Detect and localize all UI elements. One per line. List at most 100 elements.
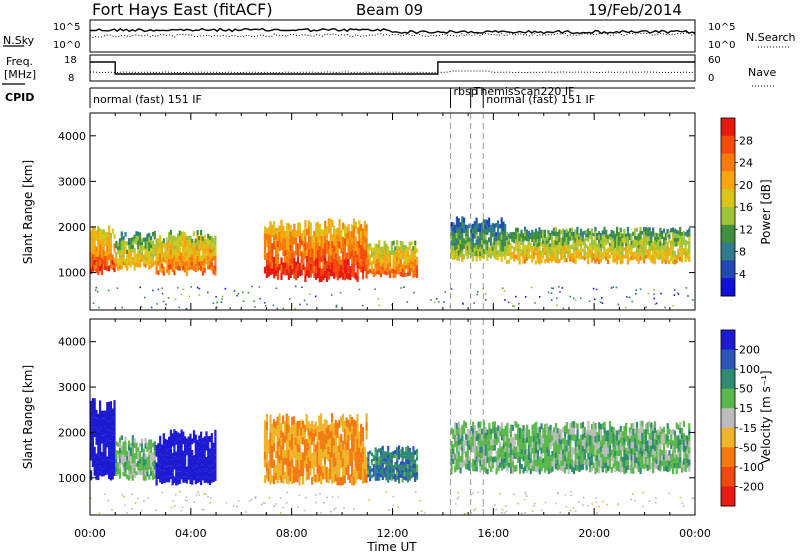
velocity-cell — [662, 438, 666, 444]
power-cell — [477, 223, 480, 228]
velocity-cell — [358, 455, 361, 464]
power-cell — [572, 239, 575, 244]
velocity-cell — [475, 430, 478, 436]
power-cell — [524, 245, 527, 250]
velocity-cell — [283, 450, 287, 458]
power-cell — [137, 253, 140, 259]
power-cell — [623, 239, 626, 244]
velocity-cell — [159, 476, 162, 483]
power-cell — [454, 229, 457, 234]
velocity-cell — [547, 456, 550, 463]
power-cell — [572, 251, 575, 256]
velocity-cell — [363, 468, 366, 476]
velocity-cell — [408, 460, 411, 465]
power-cell — [144, 237, 147, 242]
velocity-cell — [109, 430, 112, 441]
velocity-cell — [214, 448, 217, 456]
power-cell — [271, 262, 274, 269]
power-cell — [146, 241, 149, 246]
power-cell — [502, 226, 505, 232]
velocity-cell — [187, 474, 190, 480]
power-cell — [276, 240, 279, 248]
velocity-cell — [531, 447, 534, 454]
cpid-program-label: ThemisScan220 IF — [473, 85, 575, 98]
power-cell — [363, 249, 366, 257]
power-cell — [117, 258, 120, 263]
velocity-cell — [164, 466, 167, 472]
power-cell — [367, 270, 370, 274]
velocity-cell — [646, 428, 649, 435]
power-cell — [370, 247, 374, 251]
velocity-cell — [580, 440, 583, 447]
power-cell — [601, 237, 604, 242]
velocity-cell — [688, 435, 691, 442]
power-cell — [551, 230, 554, 235]
power-cell — [556, 254, 559, 259]
power-cell — [563, 246, 566, 251]
velocity-cell — [670, 463, 673, 469]
velocity-cell — [381, 458, 384, 463]
velocity-cell — [403, 465, 406, 470]
velocity-cell — [641, 420, 644, 427]
power-cell — [524, 249, 527, 255]
power-cell — [388, 254, 392, 259]
power-cell — [133, 248, 136, 253]
power-cell — [561, 246, 565, 251]
velocity-cell — [365, 465, 368, 475]
power-cell — [396, 257, 399, 262]
power-cell — [108, 231, 111, 237]
power-cell — [581, 238, 584, 242]
velocity-cell — [617, 466, 621, 472]
power-cell — [414, 258, 417, 264]
power-cell — [189, 244, 192, 249]
velocity-cell — [531, 436, 534, 442]
power-cell — [106, 241, 109, 247]
power-cell — [470, 249, 473, 254]
velocity-cell — [619, 455, 622, 462]
power-cell — [304, 251, 307, 259]
velocity-cell — [383, 454, 386, 458]
velocity-cell — [673, 457, 676, 463]
velocity-speck — [134, 502, 137, 504]
velocity-cell — [497, 431, 500, 437]
velocity-cell — [396, 447, 399, 452]
power-cell — [198, 261, 201, 266]
velocity-cell — [358, 463, 361, 472]
velocity-cell — [612, 432, 615, 438]
power-cell — [502, 221, 505, 227]
power-cell — [491, 250, 494, 256]
power-cell — [480, 235, 484, 241]
power-cell — [287, 251, 290, 259]
power-cell — [178, 230, 181, 236]
velocity-cell — [146, 456, 149, 462]
power-speck — [594, 298, 596, 301]
power-cell — [558, 258, 561, 264]
velocity-cell — [477, 451, 480, 458]
velocity-cell — [113, 400, 116, 410]
power-cell — [410, 249, 413, 253]
velocity-cell — [113, 419, 116, 429]
velocity-cell — [102, 451, 105, 460]
power-cell — [106, 261, 109, 267]
station-title: Fort Hays East (fitACF) — [92, 0, 273, 19]
velocity-cell — [405, 459, 408, 464]
velocity-cell — [320, 448, 323, 458]
velocity-cell — [90, 450, 93, 461]
power-cell — [623, 228, 626, 233]
velocity-speck — [392, 504, 395, 506]
power-cell — [274, 251, 278, 258]
power-cell — [106, 236, 109, 242]
velocity-cell — [106, 402, 109, 412]
power-cell — [304, 243, 307, 251]
power-cell — [340, 271, 343, 278]
power-cell — [153, 243, 156, 248]
velocity-cell — [182, 469, 185, 477]
velocity-cell — [415, 449, 419, 453]
power-cell — [331, 220, 334, 227]
power-cell — [484, 239, 487, 245]
power-speck — [550, 292, 553, 294]
power-cell — [480, 227, 484, 232]
velocity-cell — [454, 453, 457, 460]
power-cell — [120, 250, 123, 256]
velocity-cell — [287, 458, 290, 468]
